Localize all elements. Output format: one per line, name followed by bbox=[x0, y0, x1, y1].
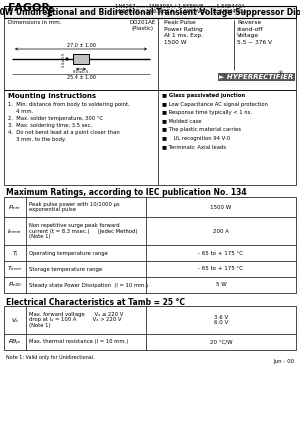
Text: 25.4 ± 1.00: 25.4 ± 1.00 bbox=[67, 75, 95, 80]
Text: ■ Molded case: ■ Molded case bbox=[162, 119, 202, 124]
Text: Mounting instructions: Mounting instructions bbox=[8, 93, 96, 99]
Text: Electrical Characteristics at Tamb = 25 °C: Electrical Characteristics at Tamb = 25 … bbox=[6, 298, 185, 307]
Text: Iₘₘₘ: Iₘₘₘ bbox=[8, 229, 22, 233]
Text: 20 °C/W: 20 °C/W bbox=[210, 340, 232, 345]
Text: ■ The plastic material carries: ■ The plastic material carries bbox=[162, 127, 241, 132]
Text: 8.0±0.5: 8.0±0.5 bbox=[73, 70, 89, 74]
Text: Steady state Power Dissipation  (l = 10 mm.): Steady state Power Dissipation (l = 10 m… bbox=[29, 283, 148, 287]
Text: Dimensions in mm.: Dimensions in mm. bbox=[8, 20, 62, 25]
Text: 3.6 V
6.0 V: 3.6 V 6.0 V bbox=[214, 314, 228, 326]
Text: 1500W Unidirectional and Bidirectional Transient Voltage Suppressor Diodes: 1500W Unidirectional and Bidirectional T… bbox=[0, 8, 300, 17]
Text: Pₘₘ: Pₘₘ bbox=[9, 204, 21, 210]
Text: ®: ® bbox=[277, 71, 283, 76]
Text: 5 W: 5 W bbox=[216, 283, 226, 287]
Text: Maximum Ratings, according to IEC publication No. 134: Maximum Ratings, according to IEC public… bbox=[6, 188, 247, 197]
Text: Peak pulse power with 10/1000 μs
exponential pulse: Peak pulse power with 10/1000 μs exponen… bbox=[29, 201, 120, 212]
Text: 4 mm.: 4 mm. bbox=[8, 109, 33, 114]
Text: Vₔ: Vₔ bbox=[12, 317, 18, 323]
Text: 1N6267C....1N6303CA / 1.5KE6V8C....1.5KE440CA: 1N6267C....1N6303CA / 1.5KE6V8C....1.5KE… bbox=[115, 8, 247, 13]
Text: Jun - 00: Jun - 00 bbox=[273, 359, 294, 364]
Text: 1N6267........1N6303A / 1.5KE6V8........1.5KE440A: 1N6267........1N6303A / 1.5KE6V8........… bbox=[115, 3, 245, 8]
Text: Storage temperature range: Storage temperature range bbox=[29, 266, 102, 272]
Text: 27.0 ± 1.00: 27.0 ± 1.00 bbox=[67, 42, 95, 48]
Text: Tₘₛₘ: Tₘₛₘ bbox=[8, 266, 22, 272]
Text: Note 1: Valid only for Unidirectional.: Note 1: Valid only for Unidirectional. bbox=[6, 355, 94, 360]
Text: Non repetitive surge peak forward
current (t = 8.3 msec.)     (Jedec Method)
(No: Non repetitive surge peak forward curren… bbox=[29, 223, 137, 239]
Text: ■    UL recognition 94 V-0: ■ UL recognition 94 V-0 bbox=[162, 136, 230, 141]
Text: Operating temperature range: Operating temperature range bbox=[29, 250, 108, 255]
Text: 5.3±0.5: 5.3±0.5 bbox=[62, 51, 66, 67]
Text: ■ Response time typically < 1 ns.: ■ Response time typically < 1 ns. bbox=[162, 110, 252, 115]
Text: DO201AE
(Plastic): DO201AE (Plastic) bbox=[130, 20, 156, 31]
Text: Tⱼ: Tⱼ bbox=[13, 250, 17, 255]
Text: Peak Pulse
Power Rating
At 1 ms. Exp.
1500 W: Peak Pulse Power Rating At 1 ms. Exp. 15… bbox=[164, 20, 203, 45]
Text: 1.  Min. distance from body to soldering point,: 1. Min. distance from body to soldering … bbox=[8, 102, 130, 107]
Text: 3 mm. to the body.: 3 mm. to the body. bbox=[8, 137, 66, 142]
Bar bbox=[4, 90, 296, 185]
Text: 4.  Do not bend lead at a point closer than: 4. Do not bend lead at a point closer th… bbox=[8, 130, 120, 135]
Text: 200 A: 200 A bbox=[213, 229, 229, 233]
Bar bbox=[4, 306, 296, 350]
Text: 2.  Max. solder temperature, 300 °C: 2. Max. solder temperature, 300 °C bbox=[8, 116, 103, 121]
Text: ■ Glass passivated junction: ■ Glass passivated junction bbox=[162, 93, 245, 98]
Text: Reverse
stand-off
Voltage
5.5 ~ 376 V: Reverse stand-off Voltage 5.5 ~ 376 V bbox=[237, 20, 272, 45]
Text: Max. forward voltage      Vₔ ≤ 220 V
drop at Iₔ = 100 A          Vₔ > 220 V
(Not: Max. forward voltage Vₔ ≤ 220 V drop at … bbox=[29, 312, 123, 328]
Text: Rθⱼₐ: Rθⱼₐ bbox=[9, 340, 21, 345]
Bar bbox=[4, 6, 296, 18]
Text: - 65 to + 175 °C: - 65 to + 175 °C bbox=[199, 266, 244, 272]
Text: ■ Terminals: Axial leads: ■ Terminals: Axial leads bbox=[162, 144, 226, 149]
Text: ■ Low Capacitance AC signal protection: ■ Low Capacitance AC signal protection bbox=[162, 102, 268, 107]
Text: - 65 to + 175 °C: - 65 to + 175 °C bbox=[199, 250, 244, 255]
Text: 1500 W: 1500 W bbox=[210, 204, 232, 210]
Bar bbox=[73, 54, 89, 64]
Text: Max. thermal resistance (l = 10 mm.): Max. thermal resistance (l = 10 mm.) bbox=[29, 340, 128, 345]
Text: ► HYPERRECTIFIER: ► HYPERRECTIFIER bbox=[219, 74, 293, 80]
Bar bbox=[4, 18, 296, 90]
Text: 3.  Max. soldering time, 3.5 sec.: 3. Max. soldering time, 3.5 sec. bbox=[8, 123, 92, 128]
Bar bbox=[4, 197, 296, 293]
Text: FAGOR: FAGOR bbox=[8, 3, 50, 13]
Text: Pₘ₀₀: Pₘ₀₀ bbox=[9, 283, 21, 287]
